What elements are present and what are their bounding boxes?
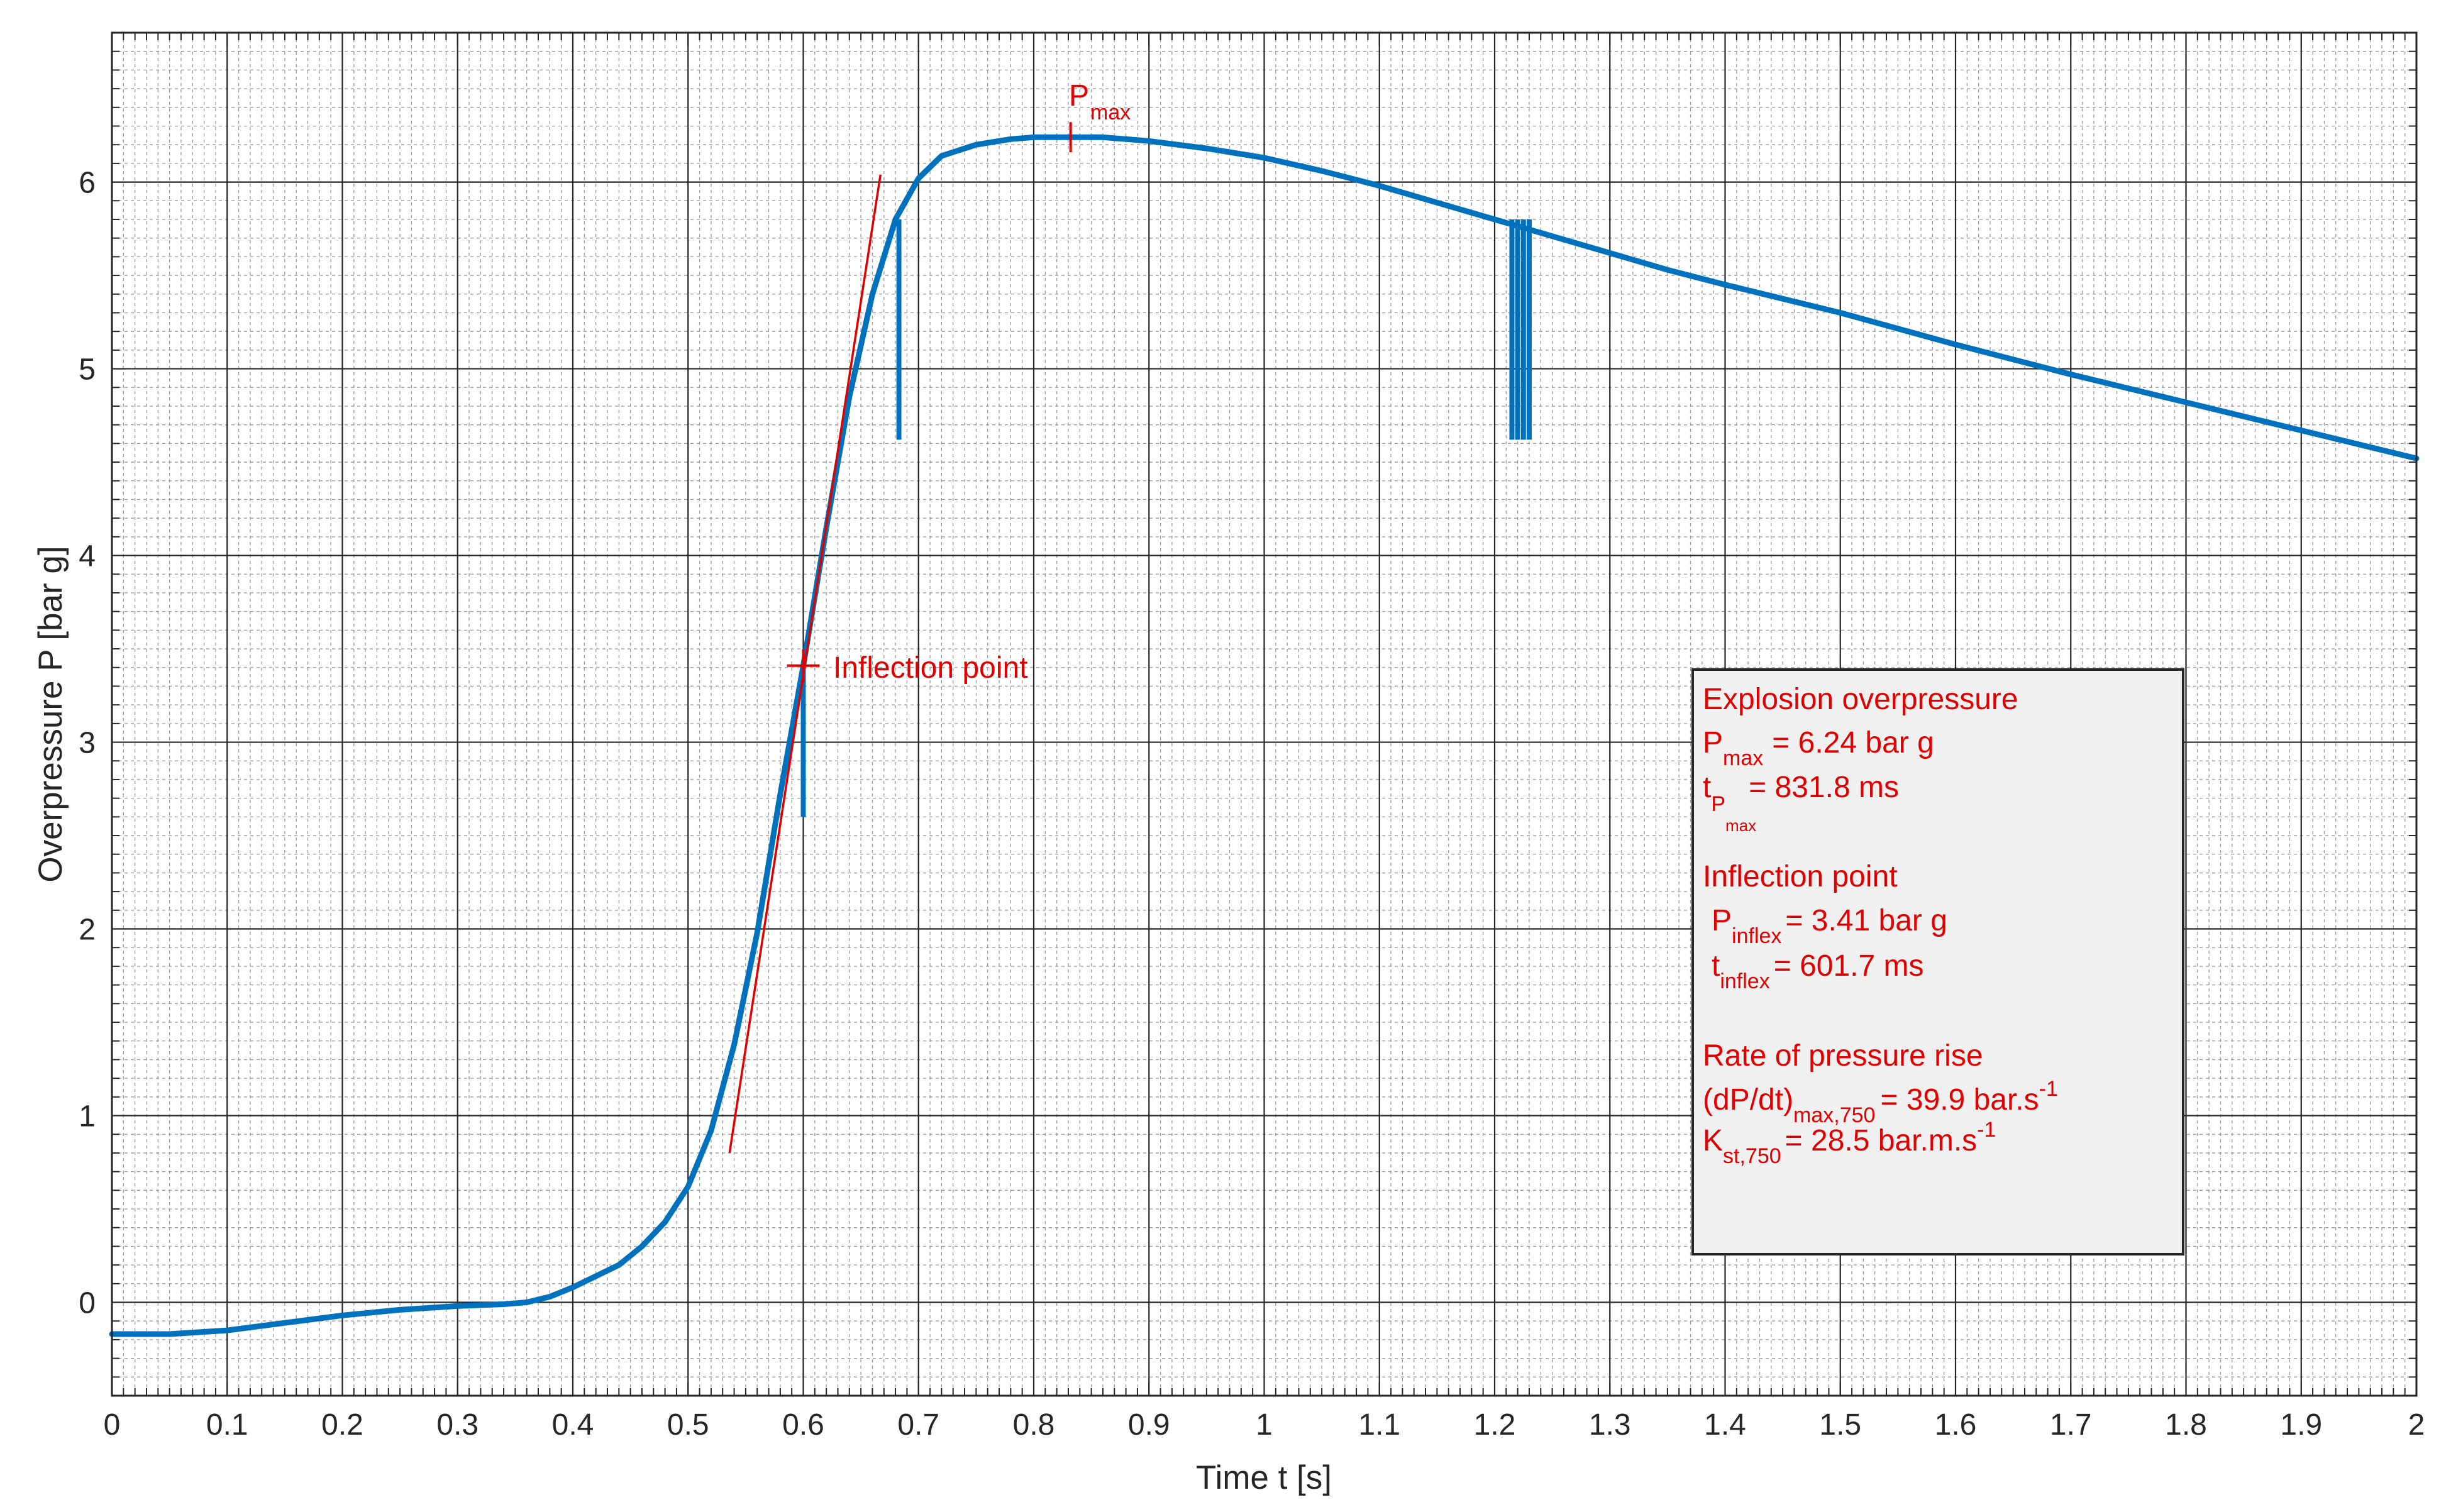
pinflex-readout: Pinflex = 3.41 bar g: [1712, 904, 1947, 948]
info-box-frame: [1691, 668, 2184, 1255]
x-tick-label: 0.3: [436, 1408, 479, 1442]
x-axis-ticks: 0 0.1 0.2 0.3 0.4 0.5 0.6 0.7 0.8 0.9 1 1.1 1.2 1.3 1.…: [104, 33, 2425, 1442]
x-tick-label: 1.6: [1935, 1408, 1977, 1442]
x-tick-label: 0.5: [667, 1408, 709, 1442]
x-tick-label: 0.9: [1128, 1408, 1170, 1442]
y-tick-label: 2: [79, 913, 96, 947]
plot-frame: [111, 31, 2418, 1397]
y-tick-label: 0: [79, 1287, 96, 1320]
kst-readout: Kst,750 = 28.5 bar.m.s-1: [1703, 1118, 1996, 1168]
pressure-curve: [109, 134, 2420, 1337]
y-tick-label: 1: [79, 1100, 96, 1134]
y-tick-label: 4: [79, 540, 96, 573]
rate-readout: (dP/dt)max,750 = 39.9 bar.s-1: [1703, 1077, 2058, 1127]
y-axis-label: Overpressure P [bar g]: [32, 546, 69, 882]
x-tick-label: 1: [1256, 1408, 1273, 1442]
x-tick-label: 0.1: [206, 1408, 248, 1442]
x-tick-label: 1.5: [1819, 1408, 1861, 1442]
x-tick-label: 1.4: [1704, 1408, 1746, 1442]
tpmax-readout: tPmax= 831.8 ms: [1703, 771, 1899, 835]
inflection-point-label: Inflection point: [833, 651, 1028, 685]
series-layer: [109, 134, 2420, 1337]
x-tick-label: 1.9: [2280, 1408, 2322, 1442]
y-axis-ticks: 0 1 2 3 4 5 6: [79, 32, 2416, 1396]
x-tick-label: 0.8: [1013, 1408, 1055, 1442]
x-tick-label: 0: [104, 1408, 121, 1442]
x-tick-label: 2: [2408, 1408, 2425, 1442]
inflection-heading: Inflection point: [1703, 860, 1898, 893]
x-tick-label: 1.3: [1589, 1408, 1631, 1442]
y-tick-label: 3: [79, 727, 96, 760]
x-tick-label: 0.4: [552, 1408, 594, 1442]
x-tick-label: 1.2: [1474, 1408, 1516, 1442]
x-tick-label: 0.7: [897, 1408, 939, 1442]
pmax-readout: Pmax = 6.24 bar g: [1703, 726, 1934, 770]
annotation-layer: [728, 122, 1072, 1154]
tinflex-readout: tinflex = 601.7 ms: [1712, 949, 1924, 993]
x-tick-label: 0.2: [321, 1408, 363, 1442]
explosion-overpressure-heading: Explosion overpressure: [1703, 683, 2018, 716]
y-tick-label: 6: [79, 167, 96, 200]
x-axis-label: Time t [s]: [1196, 1459, 1332, 1496]
tangent-line: [728, 174, 882, 1154]
info-box: Explosion overpressure Pmax = 6.24 bar g …: [1691, 668, 2184, 1255]
rate-heading: Rate of pressure rise: [1703, 1039, 1983, 1073]
pmax-label: Pmax: [1069, 79, 1131, 124]
x-tick-label: 1.1: [1358, 1408, 1400, 1442]
x-tick-label: 1.8: [2165, 1408, 2207, 1442]
x-tick-label: 1.7: [2050, 1408, 2092, 1442]
x-tick-label: 0.6: [782, 1408, 824, 1442]
y-tick-label: 5: [79, 353, 96, 387]
